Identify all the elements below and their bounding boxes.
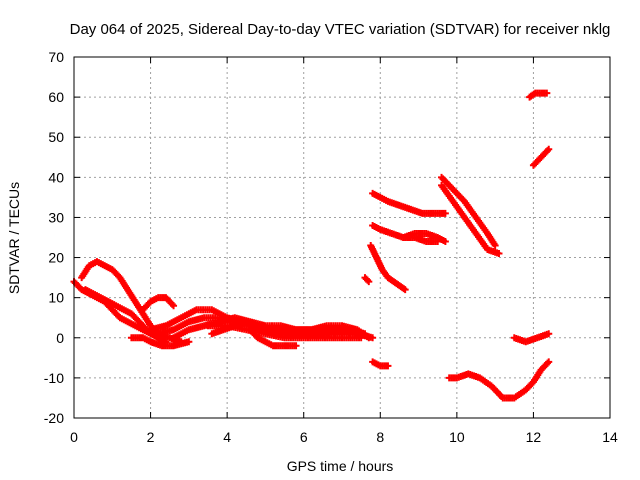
x-axis-label: GPS time / hours — [287, 458, 394, 474]
grid-lines — [74, 57, 610, 418]
x-tick-label: 12 — [526, 429, 542, 445]
series-track-5 — [127, 334, 193, 350]
y-tick-label: -10 — [44, 370, 64, 386]
data-point — [543, 89, 551, 97]
y-tick-label: 10 — [48, 290, 64, 306]
series-track-15 — [369, 189, 449, 217]
y-tick-label: -20 — [44, 410, 64, 426]
series-track-17 — [369, 358, 392, 370]
data-point — [365, 334, 373, 342]
series-track-9 — [204, 322, 365, 342]
data-point — [491, 242, 499, 250]
data-point — [441, 209, 449, 217]
series-track-16 — [399, 229, 449, 246]
data-point — [292, 342, 300, 350]
data-point — [441, 238, 449, 246]
y-tick-label: 30 — [48, 209, 64, 225]
data-point — [170, 302, 178, 310]
data-point — [401, 286, 409, 294]
series-track-21 — [510, 330, 553, 346]
series-track-19 — [438, 181, 503, 258]
data-point — [545, 330, 553, 338]
series-track-12 — [361, 274, 373, 286]
data-point — [545, 358, 553, 366]
y-axis-label: SDTVAR / TECUs — [6, 182, 22, 294]
data-point — [545, 145, 553, 153]
x-axis-ticks: 0 2 4 6 8 10 12 14 — [70, 57, 618, 445]
y-tick-label: 50 — [48, 129, 64, 145]
series-track-14 — [369, 221, 442, 246]
data-point — [495, 250, 503, 258]
data-points — [70, 89, 553, 402]
data-point — [384, 362, 392, 370]
x-tick-label: 6 — [300, 429, 308, 445]
data-point — [365, 278, 373, 286]
series-track-20 — [445, 358, 553, 402]
x-tick-label: 0 — [70, 429, 78, 445]
series-track-22 — [529, 145, 553, 169]
chart-title: Day 064 of 2025, Sidereal Day-to-day VTE… — [70, 21, 611, 38]
series-track-23 — [526, 89, 551, 101]
series-track-4 — [139, 294, 178, 314]
x-tick-label: 2 — [147, 429, 155, 445]
data-point — [185, 338, 193, 346]
plot-frame — [73, 56, 611, 419]
x-tick-label: 10 — [449, 429, 465, 445]
series-track-11 — [208, 318, 250, 338]
x-tick-label: 14 — [602, 429, 618, 445]
x-tick-label: 4 — [223, 429, 231, 445]
data-point — [357, 334, 365, 342]
series-track-10 — [246, 326, 300, 350]
y-axis-ticks: -20 -10 0 10 20 30 40 50 60 70 — [44, 49, 610, 426]
y-tick-label: 20 — [48, 250, 64, 266]
x-tick-label: 8 — [376, 429, 384, 445]
y-tick-label: 40 — [48, 169, 64, 185]
y-tick-label: 60 — [48, 89, 64, 105]
series-track-18 — [438, 173, 499, 250]
data-point — [242, 318, 250, 326]
y-tick-label: 70 — [48, 49, 64, 65]
y-tick-label: 0 — [56, 330, 64, 346]
series-track-13 — [367, 242, 409, 294]
